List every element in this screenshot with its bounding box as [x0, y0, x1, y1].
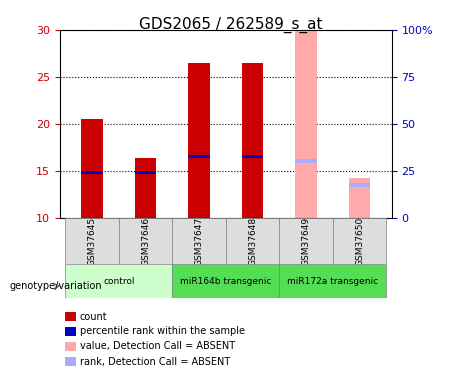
Bar	[349, 178, 371, 218]
Text: genotype/variation: genotype/variation	[9, 281, 102, 291]
Text: rank, Detection Call = ABSENT: rank, Detection Call = ABSENT	[80, 357, 230, 366]
Text: miR172a transgenic: miR172a transgenic	[287, 277, 378, 286]
FancyBboxPatch shape	[119, 217, 172, 264]
Bar	[81, 119, 103, 218]
Text: GSM37650: GSM37650	[355, 216, 364, 266]
Text: percentile rank within the sample: percentile rank within the sample	[80, 327, 245, 336]
FancyBboxPatch shape	[172, 264, 279, 298]
Bar	[296, 30, 317, 217]
Text: GSM37649: GSM37649	[301, 216, 311, 266]
Bar	[189, 154, 210, 158]
Text: GSM37645: GSM37645	[88, 216, 96, 266]
Text: control: control	[103, 277, 135, 286]
Text: count: count	[80, 312, 107, 321]
Bar	[242, 154, 263, 158]
FancyBboxPatch shape	[65, 264, 172, 298]
FancyBboxPatch shape	[333, 217, 386, 264]
Bar	[189, 63, 210, 217]
Text: GSM37646: GSM37646	[141, 216, 150, 266]
Bar	[296, 159, 317, 163]
FancyBboxPatch shape	[172, 217, 226, 264]
Bar	[242, 63, 263, 217]
FancyBboxPatch shape	[279, 264, 386, 298]
Text: GSM37648: GSM37648	[248, 216, 257, 266]
Bar	[349, 183, 371, 187]
Bar	[135, 158, 156, 218]
FancyBboxPatch shape	[279, 217, 333, 264]
Text: miR164b transgenic: miR164b transgenic	[180, 277, 272, 286]
Text: GSM37647: GSM37647	[195, 216, 204, 266]
Bar	[135, 171, 156, 174]
Text: GDS2065 / 262589_s_at: GDS2065 / 262589_s_at	[139, 17, 322, 33]
Text: value, Detection Call = ABSENT: value, Detection Call = ABSENT	[80, 342, 235, 351]
Bar	[81, 171, 103, 174]
FancyBboxPatch shape	[65, 217, 119, 264]
FancyBboxPatch shape	[226, 217, 279, 264]
